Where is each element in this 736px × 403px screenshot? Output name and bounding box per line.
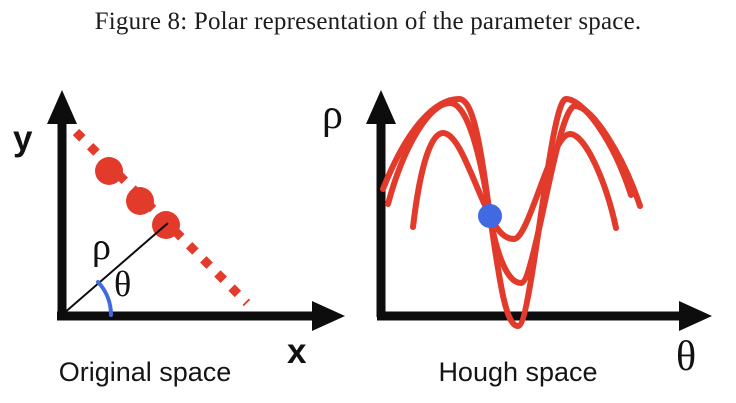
rho-symbol-label: ρ	[92, 226, 111, 268]
hough-curve-2	[385, 99, 643, 287]
hough-curve-3	[410, 129, 619, 243]
y-axis-label: y	[13, 119, 33, 158]
hough-x-axis-label: θ	[676, 334, 696, 380]
hough-y-axis-label: ρ	[322, 92, 343, 138]
x-axis-label: x	[287, 332, 307, 371]
intersection-point	[478, 204, 502, 228]
hough-y-axis-arrowhead	[366, 90, 396, 124]
data-point-1	[95, 157, 123, 185]
hough-space-title: Hough space	[438, 357, 597, 387]
theta-symbol-label: θ	[114, 264, 131, 304]
rho-vector-line	[62, 222, 169, 315]
x-axis-arrowhead	[312, 301, 345, 331]
theta-angle-arc	[96, 280, 114, 317]
original-space-title: Original space	[59, 357, 232, 387]
hough-x-axis-arrowhead	[679, 301, 712, 331]
figure-caption: Figure 8: Polar representation of the pa…	[94, 8, 642, 35]
hough-space-diagram: ρ θ Hough space	[322, 90, 712, 387]
data-point-2	[126, 187, 154, 215]
original-space-diagram: y x ρ θ Original space	[13, 90, 345, 387]
y-axis-arrowhead	[47, 90, 77, 124]
hough-curve-1	[380, 95, 634, 330]
